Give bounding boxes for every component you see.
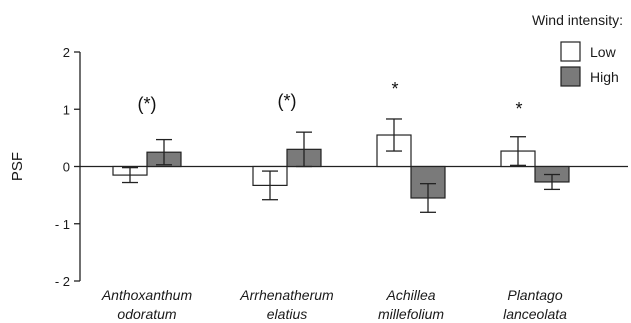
significance-marker-3: * [515,99,522,119]
y-tick-label: 0 [63,160,70,175]
category-label-2-line-1: millefolium [378,306,444,322]
legend-label-low: Low [590,44,617,60]
y-tick-label: 1 [63,102,70,117]
category-label-1-line-0: Arrhenatherum [239,287,334,303]
category-label-0-line-0: Anthoxanthum [101,287,193,303]
significance-marker-2: * [391,79,398,99]
bar-marks [112,118,570,213]
legend-label-high: High [590,69,619,85]
significance-marker-1: (*) [278,91,297,111]
legend-title: Wind intensity: [532,12,623,28]
y-axis-label: PSF [9,152,26,181]
category-label-3-line-0: Plantago [507,287,562,303]
category-label-0-line-1: odoratum [117,306,176,322]
y-tick-label: - 1 [55,217,70,232]
legend-swatch-high [560,66,581,87]
category-label-1-line-1: elatius [267,306,307,322]
y-tick-label: 2 [63,45,70,60]
legend: Wind intensity: Low High [532,12,623,87]
labels: (*) (*) * * Anthoxanthum odoratum Arrhenatheru… [101,79,567,322]
legend-swatch-low [560,41,581,62]
significance-marker-0: (*) [138,94,157,114]
category-label-3-line-1: lanceolata [503,306,567,322]
y-tick-label: - 2 [55,274,70,289]
category-label-2-line-0: Achillea [385,287,435,303]
